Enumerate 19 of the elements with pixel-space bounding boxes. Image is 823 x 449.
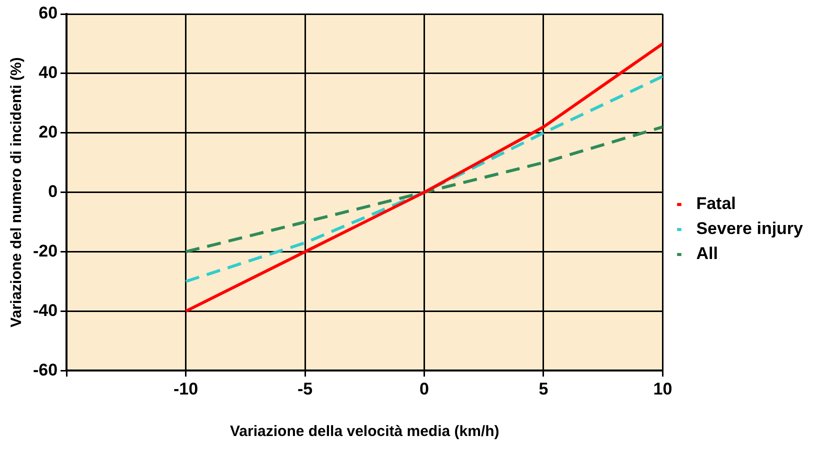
- y-tick-label: 60: [38, 4, 58, 23]
- x-tick-label: -5: [297, 379, 313, 398]
- x-tick-label: 5: [538, 379, 548, 398]
- y-tick-label: -40: [32, 300, 58, 320]
- x-axis-title: Variazione della velocità media (km/h): [230, 423, 500, 440]
- y-tick-label: -60: [32, 360, 58, 380]
- legend-label: Fatal: [696, 194, 736, 214]
- y-tick-label: -20: [32, 241, 58, 260]
- y-axis-title: Variazione del numero di incidenti (%): [8, 57, 26, 328]
- y-tick-label: 40: [38, 63, 58, 82]
- y-tick-label: 20: [38, 122, 58, 142]
- legend-label: Severe injury: [696, 219, 804, 238]
- legend-label: All: [696, 244, 718, 264]
- x-tick-label: 0: [420, 379, 429, 398]
- x-tick-label: 10: [653, 379, 672, 398]
- line-series: [184, 125, 663, 254]
- x-tick-label: -10: [174, 379, 198, 398]
- line-series: [184, 74, 663, 283]
- y-tick-label: 0: [48, 182, 58, 201]
